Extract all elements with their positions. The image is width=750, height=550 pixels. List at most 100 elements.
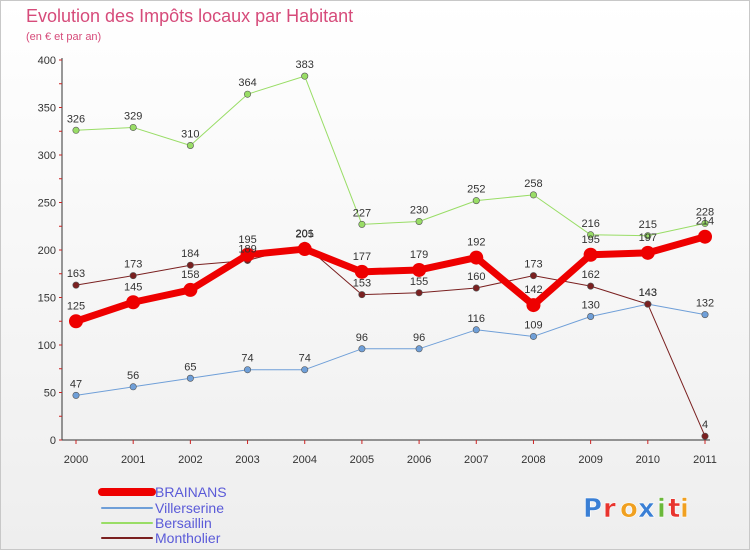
logo-letter: t xyxy=(668,494,680,524)
data-label: 96 xyxy=(356,332,368,344)
data-point xyxy=(69,314,83,329)
data-point xyxy=(587,282,595,290)
y-tick-label: 350 xyxy=(38,103,56,115)
data-label: 310 xyxy=(181,129,199,141)
data-label: 179 xyxy=(410,249,428,261)
data-point xyxy=(358,345,366,353)
x-tick-label: 2001 xyxy=(121,454,145,466)
data-label: 197 xyxy=(639,232,657,244)
data-label: 145 xyxy=(124,281,142,293)
x-tick-label: 2004 xyxy=(292,454,316,466)
x-tick-label: 2005 xyxy=(350,454,374,466)
data-label: 215 xyxy=(639,219,657,231)
series-line-brainans xyxy=(74,233,706,325)
y-tick-label: 250 xyxy=(38,198,56,210)
data-label: 130 xyxy=(581,300,599,312)
data-point xyxy=(129,272,137,280)
data-label: 192 xyxy=(467,237,485,249)
data-label: 189 xyxy=(238,243,256,255)
data-point xyxy=(72,281,80,289)
data-point xyxy=(186,261,194,269)
data-label: 143 xyxy=(639,287,657,299)
data-point xyxy=(126,295,141,310)
data-label: 96 xyxy=(413,332,425,344)
logo-letter: r xyxy=(603,494,616,524)
data-point xyxy=(644,232,652,240)
data-label: 258 xyxy=(524,178,542,190)
data-label: 155 xyxy=(410,276,428,288)
x-tick-label: 2002 xyxy=(178,454,202,466)
data-point xyxy=(698,229,712,244)
logo-letter: P xyxy=(583,494,602,524)
data-label: 230 xyxy=(410,205,428,217)
data-label: 163 xyxy=(67,268,85,280)
data-point xyxy=(240,247,255,262)
series-layer xyxy=(69,72,712,440)
data-label: 228 xyxy=(696,206,714,218)
logo-letter: o xyxy=(620,494,638,524)
x-tick-label: 2003 xyxy=(235,454,259,466)
data-point xyxy=(472,326,480,334)
data-point xyxy=(529,332,537,340)
x-tick-label: 2007 xyxy=(464,454,488,466)
data-labels: 47 56 65 74 74 96 96 116 109 130 143 132 326 329 310 36… xyxy=(67,59,714,431)
y-tick-label: 200 xyxy=(38,245,56,257)
data-label: 74 xyxy=(299,353,311,365)
data-point xyxy=(183,282,198,297)
data-label: 195 xyxy=(581,234,599,246)
logo-letter: x xyxy=(638,494,655,524)
data-label: 173 xyxy=(524,259,542,271)
y-tick-label: 400 xyxy=(38,55,56,67)
data-label: 116 xyxy=(467,313,485,325)
data-label: 326 xyxy=(67,113,85,125)
data-point xyxy=(415,218,423,226)
data-point xyxy=(472,284,480,292)
data-point xyxy=(358,291,366,299)
data-label: 162 xyxy=(581,269,599,281)
data-label: 56 xyxy=(127,370,139,382)
data-label: 142 xyxy=(524,284,542,296)
x-tick-label: 2000 xyxy=(64,454,88,466)
data-point xyxy=(72,126,80,134)
logo-letter: i xyxy=(680,494,689,524)
series-line-montholier xyxy=(75,244,706,437)
legend-label-brainans: BRAINANS xyxy=(155,484,227,500)
data-point xyxy=(72,391,80,399)
data-label: 227 xyxy=(353,207,371,219)
series-line-bersaillin xyxy=(75,75,706,237)
legend-label-montholier: Montholier xyxy=(155,530,221,546)
data-point xyxy=(472,197,480,205)
data-point xyxy=(701,219,709,227)
data-point xyxy=(587,231,595,239)
data-point xyxy=(297,242,312,257)
series-villerserine xyxy=(72,300,709,399)
y-tick-label: 50 xyxy=(44,388,56,400)
data-label: 160 xyxy=(467,271,485,283)
y-tick-label: 0 xyxy=(50,435,56,447)
data-label: 364 xyxy=(238,77,256,89)
y-tick-label: 150 xyxy=(38,293,56,305)
y-tick-label: 300 xyxy=(38,150,56,162)
chart-subtitle: (en € et par an) xyxy=(26,31,101,43)
series-bersaillin xyxy=(72,72,709,240)
legend-label-bersaillin: Bersaillin xyxy=(155,515,212,531)
data-point xyxy=(529,272,537,280)
data-point xyxy=(640,245,655,260)
data-label: 125 xyxy=(67,300,85,312)
data-point xyxy=(301,366,309,374)
data-point xyxy=(529,191,537,199)
data-point xyxy=(583,247,598,262)
legend-label-villerserine: Villerserine xyxy=(155,500,224,516)
data-point xyxy=(186,374,194,382)
data-label: 74 xyxy=(241,353,253,365)
y-tick-label: 100 xyxy=(38,340,56,352)
data-label: 329 xyxy=(124,110,142,122)
data-label: 195 xyxy=(238,234,256,246)
data-label: 47 xyxy=(70,378,82,390)
data-label: 252 xyxy=(467,184,485,196)
x-tick-label: 2006 xyxy=(407,454,431,466)
